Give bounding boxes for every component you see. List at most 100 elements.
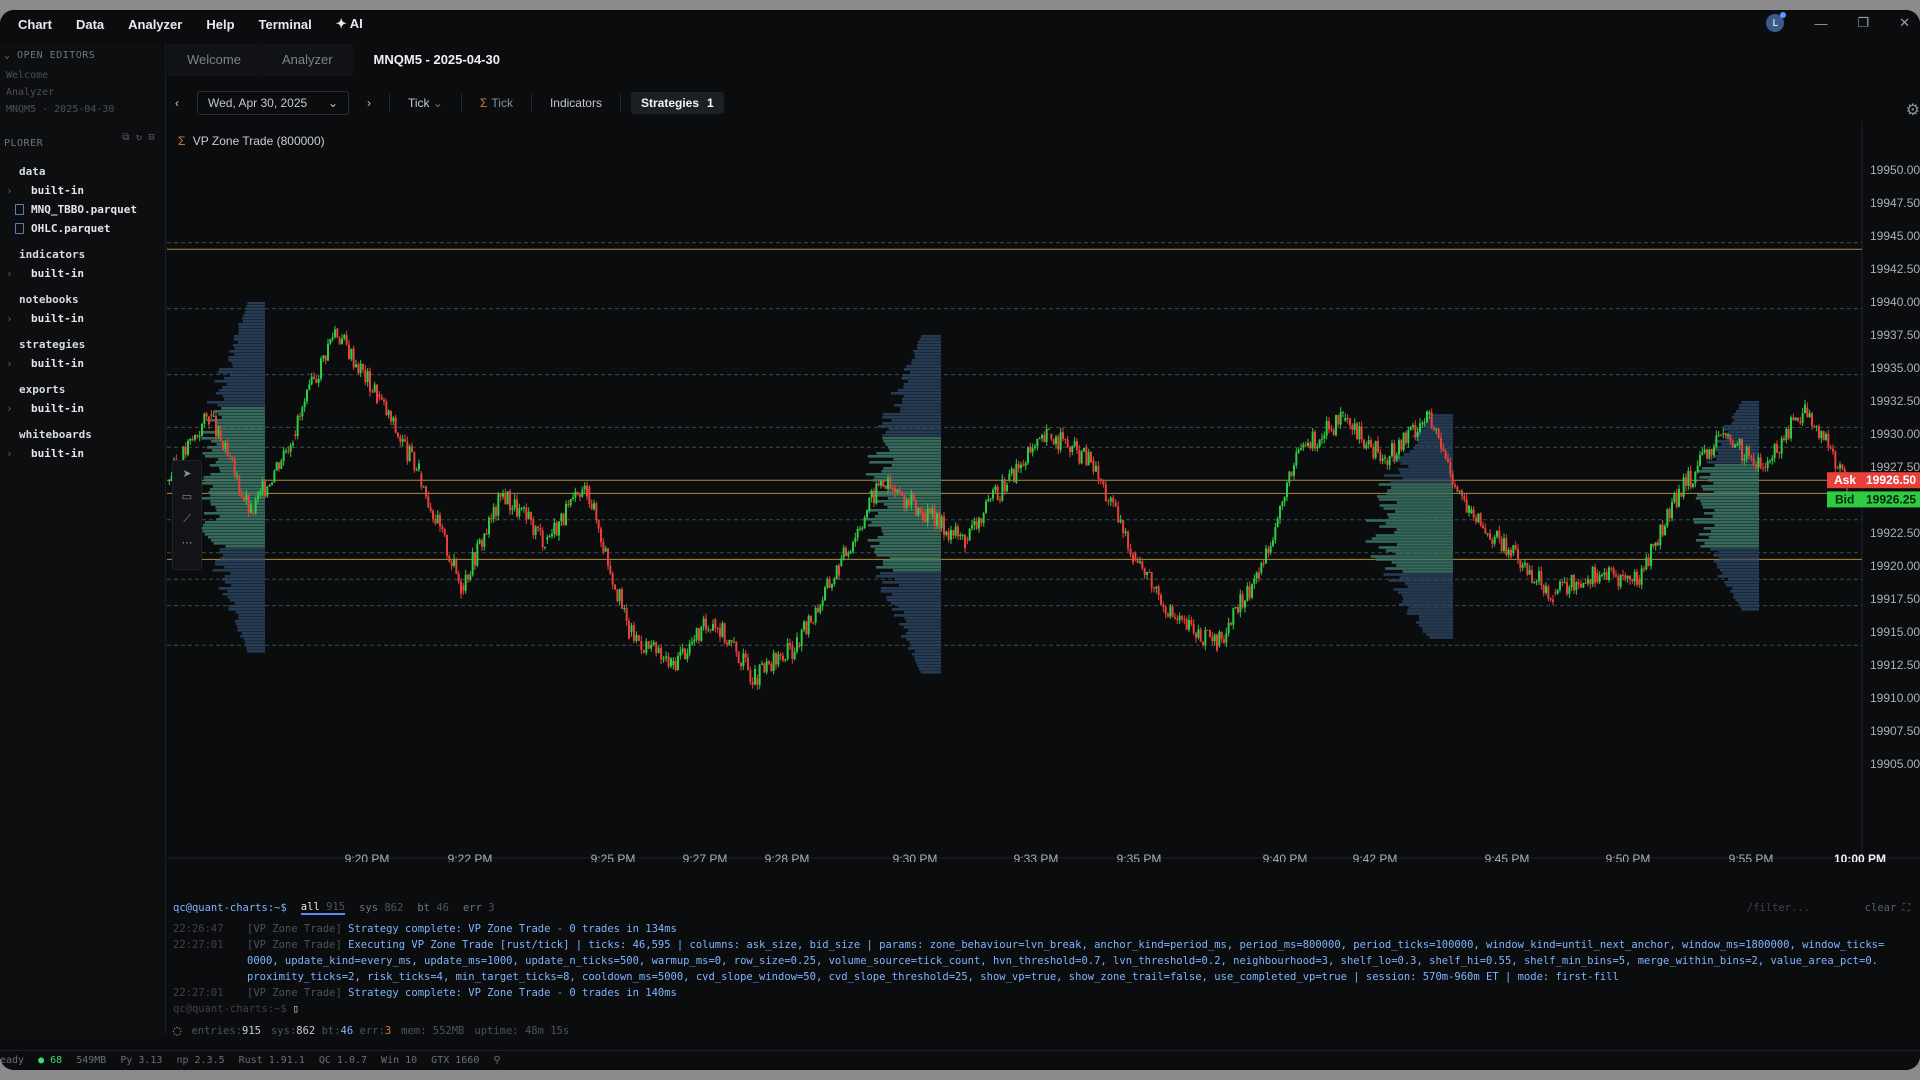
collapse-icon[interactable]: ⊟ (148, 132, 155, 143)
candle-body (245, 494, 248, 501)
cursor-icon[interactable]: ➤ (182, 468, 192, 480)
volume-profile-bar (888, 428, 941, 431)
log-message: proximity_ticks=2, risk_ticks=4, min_tar… (247, 971, 1619, 983)
minimize-icon[interactable]: — (1814, 15, 1828, 31)
open-editor-item[interactable]: MNQM5 - 2025-04-30 (6, 104, 115, 115)
tree-item-label: built-in (31, 357, 84, 370)
more-icon[interactable]: ⋯ (181, 537, 193, 549)
close-icon[interactable]: ✕ (1899, 15, 1910, 30)
candle-body (1797, 417, 1799, 422)
tree-folder[interactable]: › built-in (0, 444, 165, 463)
volume-profile-bar (214, 410, 265, 413)
terminal-tab-all[interactable]: all 915 (300, 901, 346, 915)
candle-body (632, 625, 635, 641)
candle-body (215, 415, 217, 437)
candle-body (1132, 554, 1134, 563)
refresh-icon[interactable]: ↻ (135, 132, 143, 143)
prev-day-icon[interactable]: ‹ (175, 96, 179, 110)
tree-folder[interactable]: › built-in (0, 399, 165, 418)
restore-icon[interactable]: ❐ (1857, 15, 1870, 30)
candle-body (280, 461, 283, 469)
menu-ai[interactable]: ✦ AI (336, 16, 363, 32)
candle-body (1164, 606, 1167, 614)
ask-price: 19926.50 (1866, 473, 1916, 487)
tree-folder[interactable]: › built-in (0, 264, 165, 283)
terminal-filter-input[interactable]: /filter... (1746, 902, 1810, 914)
line-tool-icon[interactable]: ⟋ (183, 513, 191, 525)
candle-body (1419, 423, 1421, 433)
candle-body (667, 656, 670, 667)
candle-body (807, 616, 810, 635)
open-editor-item[interactable]: Analyzer (6, 87, 55, 98)
tree-folder[interactable]: › built-in (0, 309, 165, 328)
candle-body (1783, 438, 1785, 441)
terminal-tab-err[interactable]: err 3 (463, 902, 495, 914)
candle-body (1440, 437, 1442, 449)
menu-chart[interactable]: Chart (18, 16, 52, 32)
tab-analyzer[interactable]: Analyzer (261, 44, 353, 76)
volume-profile-bar (238, 326, 265, 329)
volume-profile-bar (1417, 441, 1453, 444)
candle-body (1351, 425, 1354, 430)
tree-file[interactable]: MNQ_TBBO.parquet (0, 200, 165, 219)
volume-profile-bar (1699, 476, 1759, 479)
volume-profile-bar (889, 449, 941, 452)
volume-profile-bar (233, 344, 265, 347)
x-tick-label: 9:30 PM (893, 852, 938, 862)
price-chart[interactable]: 19950.00 19947.50 19945.00 19942.50 19940.00… (167, 122, 1920, 866)
terminal-input-line[interactable]: qc@quant-charts:~$ ▯ (167, 1001, 1920, 1017)
new-file-icon[interactable]: ⧉ (122, 132, 130, 143)
tab-mnqm5[interactable]: MNQM5 - 2025-04-30 (353, 44, 520, 76)
y-tick-label: 19950.00 (1870, 163, 1920, 177)
candle-body (525, 507, 528, 519)
candle-body (306, 389, 308, 402)
candle-body (662, 658, 665, 660)
terminal-clear-button[interactable]: clear ⛶ (1864, 902, 1910, 914)
volume-profile-bar (215, 461, 265, 464)
tree-group-exports[interactable]: exports (19, 383, 66, 396)
wrench-icon[interactable]: ⚲ (493, 1055, 501, 1066)
candle-body (1297, 449, 1300, 453)
menu-analyzer[interactable]: Analyzer (128, 16, 183, 32)
strategies-button[interactable]: Strategies 1 (630, 92, 724, 114)
candle-body (1244, 600, 1246, 608)
tree-group-data[interactable]: data (19, 165, 46, 178)
tree-folder[interactable]: › built-in (0, 354, 165, 373)
candle-body (1811, 413, 1813, 427)
volume-profile-bar (869, 491, 941, 494)
open-editor-item[interactable]: Welcome (6, 70, 49, 81)
volume-profile-bar (1714, 464, 1759, 467)
tick-dropdown[interactable]: Tick ⌄ (400, 93, 451, 113)
volume-profile-bar (906, 365, 941, 368)
volume-profile-bar (223, 377, 265, 380)
volume-profile-bar (908, 380, 941, 383)
gear-icon[interactable]: ⚙ (1905, 102, 1920, 119)
menu-terminal[interactable]: Terminal (258, 16, 312, 32)
tree-group-strategies[interactable]: strategies (19, 338, 86, 351)
candle-body (1694, 471, 1697, 484)
tree-group-notebooks[interactable]: notebooks (19, 293, 79, 306)
volume-profile-bar (879, 542, 941, 545)
candle-body (1251, 583, 1253, 598)
date-picker[interactable]: Wed, Apr 30, 2025 ⌄ (197, 91, 349, 115)
rectangle-icon[interactable]: ▭ (181, 491, 193, 503)
menu-help[interactable]: Help (206, 16, 235, 32)
tree-group-whiteboards[interactable]: whiteboards (19, 428, 92, 441)
next-day-icon[interactable]: › (367, 96, 371, 110)
indicators-button[interactable]: Indicators (549, 96, 602, 110)
open-editors-header[interactable]: ⌄ OPEN EDITORS (0, 44, 165, 67)
candle-body (483, 533, 486, 547)
candle-body (1293, 465, 1295, 476)
avatar[interactable]: L (1766, 12, 1787, 32)
terminal-tab-sys[interactable]: sys 862 (359, 902, 403, 914)
tree-file[interactable]: OHLC.parquet (0, 219, 165, 238)
strategies-count-badge: 1 (707, 96, 714, 110)
sigma-tick-button[interactable]: Σ Tick (472, 93, 521, 113)
tree-folder[interactable]: › built-in (0, 181, 165, 200)
menu-data[interactable]: Data (75, 16, 105, 32)
tree-group-indicators[interactable]: indicators (19, 248, 86, 261)
candle-body (1190, 620, 1193, 625)
candle-body (1078, 449, 1081, 464)
terminal-tab-bt[interactable]: bt 46 (417, 902, 449, 914)
tab-welcome[interactable]: Welcome (167, 44, 261, 76)
